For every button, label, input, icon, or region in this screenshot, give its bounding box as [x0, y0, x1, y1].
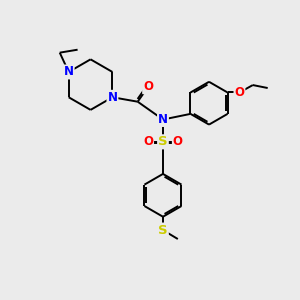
Text: O: O [143, 135, 153, 148]
Text: O: O [143, 80, 153, 93]
Text: N: N [107, 91, 117, 104]
Text: O: O [173, 135, 183, 148]
Text: S: S [158, 224, 168, 237]
Text: S: S [158, 135, 168, 148]
Text: N: N [64, 65, 74, 79]
Text: O: O [235, 86, 244, 99]
Text: N: N [158, 113, 168, 126]
